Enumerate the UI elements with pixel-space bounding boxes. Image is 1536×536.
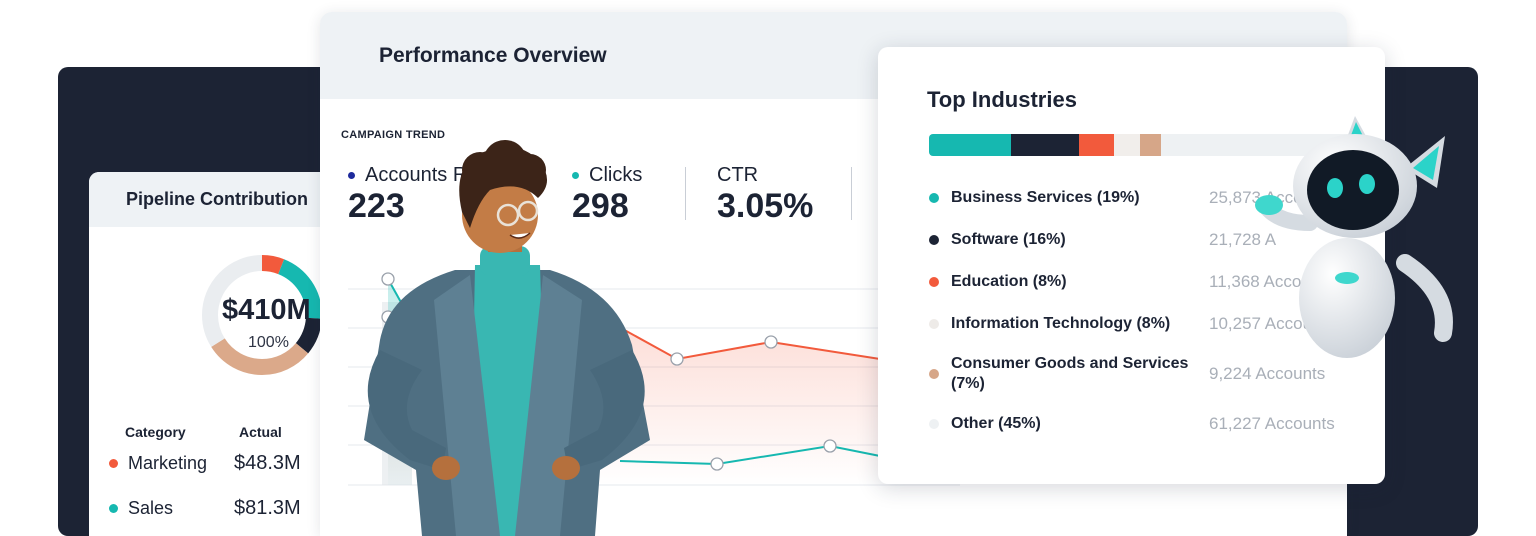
industry-row: Other (45%) 61,227 Accounts — [929, 414, 1335, 434]
pipeline-percent: 100% — [248, 334, 289, 351]
industry-dot-icon — [929, 369, 939, 379]
metric-divider — [685, 167, 686, 220]
donut-segment — [202, 255, 322, 375]
row-value: $48.3M — [234, 452, 301, 474]
industry-count: 21,728 A — [1209, 230, 1277, 249]
chart-point — [710, 457, 724, 471]
top-industries-card: Top Industries Business Services (19%) 2… — [878, 47, 1385, 484]
stacked-bar-segment — [929, 134, 1011, 156]
donut-segment — [202, 255, 322, 375]
industry-count: 11,368 Accou — [1209, 272, 1311, 291]
industry-name: Education (8%) — [951, 273, 1067, 290]
clicks-dot-icon — [572, 172, 579, 179]
teal-line-lower — [619, 444, 881, 466]
industry-dot-icon — [929, 419, 939, 429]
stacked-bar-segment — [1079, 134, 1114, 156]
industry-dot-icon — [929, 319, 939, 329]
metric-value: 223 — [348, 187, 405, 225]
industries-title: Top Industries — [927, 87, 1077, 112]
metric-label: Clicks — [589, 164, 643, 186]
sales-dot-icon — [109, 504, 118, 513]
industry-dot-icon — [929, 235, 939, 245]
metric-value: 3.05% — [717, 187, 814, 225]
pipeline-total: $410M — [222, 294, 311, 326]
industry-name: Software (16%) — [951, 231, 1066, 248]
marketing-dot-icon — [109, 459, 118, 468]
chart-point — [381, 272, 395, 286]
industry-name: Other (45%) — [951, 415, 1041, 432]
industry-row: Consumer Goods and Services (7%) 9,224 A… — [929, 354, 1325, 394]
pipeline-donut-chart — [202, 255, 322, 375]
stacked-bar-segment — [1161, 134, 1359, 156]
industry-count: 10,257 Accoun — [1209, 314, 1322, 333]
metric-label: CTR — [717, 164, 759, 186]
metric-divider — [851, 167, 852, 220]
donut-segment — [202, 255, 322, 375]
chart-point — [764, 335, 778, 349]
campaign-trend-label: CAMPAIGN TREND — [341, 129, 446, 141]
stacked-bar-segment — [1010, 134, 1080, 156]
chart-point — [670, 352, 684, 366]
stacked-bar-segment — [1113, 134, 1140, 156]
industry-dot-icon — [929, 193, 939, 203]
industry-count: 9,224 Accounts — [1209, 364, 1326, 383]
industry-dot-icon — [929, 277, 939, 287]
industries-stacked-bar — [929, 134, 1359, 156]
stacked-bar-segment — [1139, 134, 1162, 156]
actual-column-header: Actual — [239, 424, 282, 440]
person-illustration — [364, 140, 650, 536]
metric-clicks: Clicks 298 — [572, 164, 642, 223]
metric-ctr: CTR 3.05% — [717, 164, 813, 223]
metric-value: 298 — [572, 187, 629, 225]
industry-count: 61,227 Accounts — [1209, 414, 1335, 433]
category-column-header: Category — [125, 424, 186, 440]
metric-accounts: Accounts R 223 — [348, 164, 467, 223]
industry-row: Information Technology (8%) 10,257 Accou… — [929, 314, 1321, 334]
accounts-dot-icon — [348, 172, 355, 179]
row-value: $81.3M — [234, 497, 301, 519]
chart-point — [823, 439, 837, 453]
row-label: Marketing — [128, 453, 208, 473]
industry-row: Software (16%) 21,728 A — [929, 230, 1276, 250]
pipeline-contribution-card: Pipeline Contribution $410M 100% Categor… — [89, 172, 349, 536]
robot-illustration — [1255, 116, 1453, 358]
industry-row: Business Services (19%) 25,873 Acco — [929, 188, 1303, 208]
metric-label: Accounts R — [365, 164, 468, 186]
pipeline-title: Pipeline Contribution — [89, 172, 349, 227]
industry-name: Business Services (19%) — [951, 189, 1140, 206]
pipeline-row-sales: Sales $81.3M — [109, 497, 301, 519]
industry-name: Consumer Goods and Services (7%) — [951, 355, 1189, 392]
industry-row: Education (8%) 11,368 Accou — [929, 272, 1311, 292]
industry-name: Information Technology (8%) — [951, 315, 1171, 332]
row-label: Sales — [128, 498, 174, 518]
pipeline-row-marketing: Marketing $48.3M — [109, 452, 301, 474]
